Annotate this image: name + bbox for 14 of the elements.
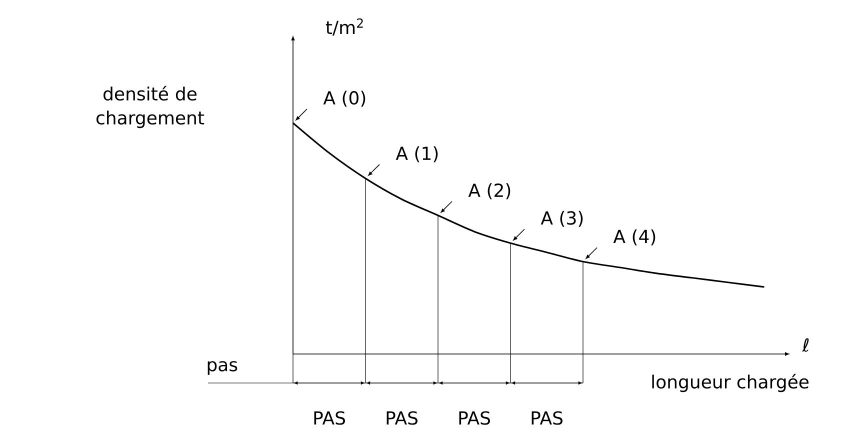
text: densité de chargement xyxy=(96,86,204,128)
y-axis-title: t/m$^{2}$ xyxy=(326,18,363,36)
text: PAS xyxy=(532,411,562,425)
text: PAS xyxy=(314,411,345,425)
text: PAS xyxy=(459,411,490,425)
annotation: A (1) xyxy=(396,146,438,162)
text: longueur chargée xyxy=(652,374,809,392)
text: PAS xyxy=(386,411,418,425)
text: pas xyxy=(208,361,238,375)
annotation: A (4) xyxy=(613,229,656,246)
annotation: A (2) xyxy=(468,183,510,200)
annotation: A (3) xyxy=(540,210,583,227)
text: A (0) xyxy=(323,90,366,107)
x-axis-title: ℓ xyxy=(802,338,809,352)
